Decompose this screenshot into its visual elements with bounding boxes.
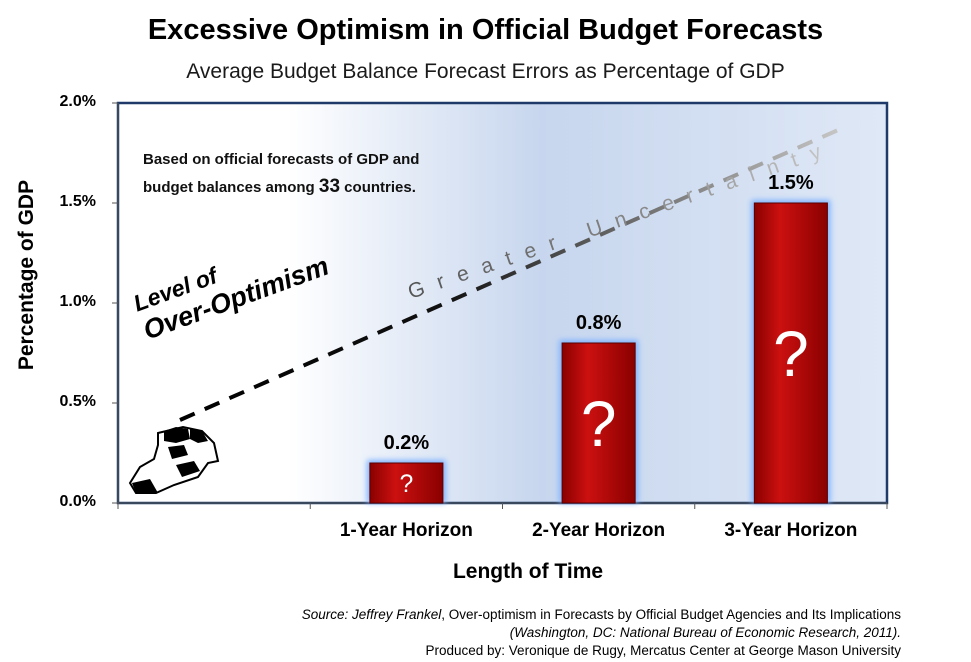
bar-question-mark: ? — [399, 471, 413, 498]
y-tick-label: 1.0% — [4, 293, 96, 311]
source-line3: Produced by: Veronique de Rugy, Mercatus… — [141, 642, 901, 660]
bar-question-mark: ? — [773, 318, 809, 390]
y-tick-label: 1.5% — [4, 193, 96, 211]
y-tick-label: 0.0% — [4, 493, 96, 511]
source-separator: , — [441, 607, 449, 622]
country-count: 33 — [319, 176, 340, 197]
source-work: Over-optimism in Forecasts by Official B… — [449, 607, 901, 622]
source-line1: Source: Jeffrey Frankel, Over-optimism i… — [141, 606, 901, 624]
y-tick-label: 0.5% — [4, 393, 96, 411]
note-line2b: countries. — [340, 179, 416, 196]
y-tick-label: 2.0% — [4, 93, 96, 111]
source-line2: (Washington, DC: National Bureau of Econ… — [141, 624, 901, 642]
sample-note: Based on official forecasts of GDP and b… — [143, 146, 523, 201]
x-axis-label: Length of Time — [378, 560, 678, 584]
note-line2a: budget balances among — [143, 179, 319, 196]
y-axis-label: Percentage of GDP — [15, 145, 45, 405]
source-note: Source: Jeffrey Frankel, Over-optimism i… — [141, 606, 901, 660]
x-tick-label: 2-Year Horizon — [499, 520, 699, 542]
note-line1: Based on official forecasts of GDP and — [143, 151, 419, 168]
bar-value-label: 0.8% — [576, 312, 622, 334]
source-publisher: (Washington, DC: National Bureau of Econ… — [510, 625, 901, 640]
bar-value-label: 0.2% — [384, 432, 430, 454]
bar-question-mark: ? — [581, 388, 617, 460]
x-tick-label: 3-Year Horizon — [691, 520, 891, 542]
source-label: Source: Jeffrey Frankel — [302, 607, 442, 622]
x-tick-label: 1-Year Horizon — [306, 520, 506, 542]
